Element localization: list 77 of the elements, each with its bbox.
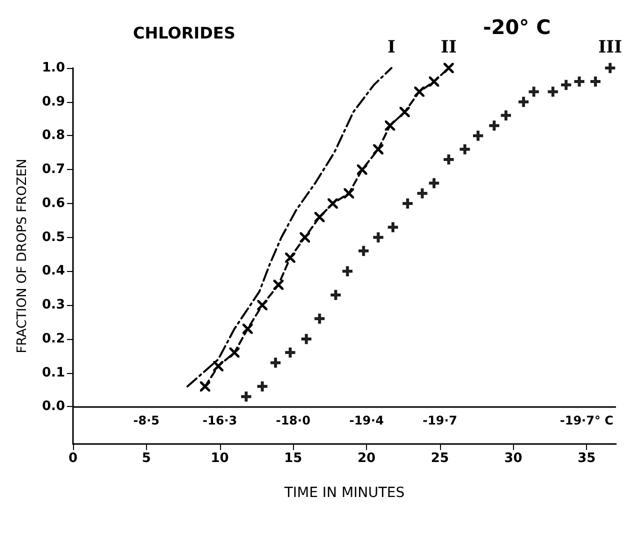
point (528, 86, 539, 97)
point (285, 252, 296, 263)
x-axis-title: TIME IN MINUTES (283, 485, 405, 501)
annotation: -18·0 (276, 414, 310, 428)
annotation: I (387, 38, 396, 58)
x-tick-label: 5 (142, 451, 151, 466)
point (500, 110, 512, 121)
point (257, 381, 268, 392)
x-tick-label: 15 (284, 451, 302, 466)
point (373, 144, 384, 154)
point (605, 62, 616, 74)
point (257, 300, 268, 310)
annotation: -19·7 (422, 414, 458, 428)
point (270, 358, 281, 368)
y-tick-label: 0.3 (42, 298, 65, 313)
point (428, 178, 440, 188)
annotation: III (598, 38, 622, 58)
annotation: -8·5 (133, 414, 160, 428)
annotation: -16·3 (202, 414, 238, 428)
point (229, 347, 240, 358)
x-tick-label: 30 (504, 451, 522, 466)
point (590, 76, 601, 87)
y-tick-label: 0.5 (42, 230, 65, 245)
y-tick-label: 0.2 (42, 331, 65, 346)
point (330, 290, 341, 300)
point (518, 96, 529, 107)
point (242, 324, 253, 334)
point (472, 130, 484, 141)
annotation: II (440, 38, 457, 58)
text: -20° C (483, 15, 551, 39)
x-tick-label: 25 (430, 451, 449, 466)
point (400, 106, 410, 118)
point (460, 144, 470, 154)
x-tick-label: 0 (68, 451, 78, 466)
annotation: -19·7° C (560, 414, 614, 428)
point (414, 86, 424, 97)
point (574, 76, 584, 87)
point (357, 164, 368, 175)
y-tick-label: 1.0 (42, 60, 65, 76)
point (428, 76, 440, 87)
point (328, 198, 338, 209)
point (388, 222, 398, 232)
x-tick-label: 10 (210, 451, 229, 466)
y-tick-label: 0.0 (42, 399, 65, 414)
point (444, 154, 454, 165)
point (213, 360, 224, 372)
point (373, 232, 384, 242)
point (314, 212, 325, 222)
y-tick-label: 0.9 (42, 94, 65, 110)
y-axis-title: FRACTION OF DROPS FROZEN (15, 158, 30, 354)
chart-title: CHLORIDES (133, 24, 236, 42)
point (241, 391, 252, 402)
point (402, 198, 413, 209)
point (358, 246, 369, 256)
point (548, 86, 558, 97)
y-tick-label: 0.6 (42, 196, 65, 211)
y-tick-label: 0.7 (42, 162, 65, 178)
point (342, 266, 353, 276)
point (300, 232, 310, 242)
line-series (186, 67, 392, 388)
y-tick-label: 0.1 (42, 365, 65, 380)
point (444, 62, 454, 74)
annotation: -19·4 (349, 414, 384, 428)
point (489, 120, 500, 131)
point (273, 280, 284, 290)
point (200, 381, 210, 392)
point (561, 80, 572, 90)
x-tick-label: 20 (357, 451, 376, 466)
y-tick-label: 0.8 (42, 128, 65, 144)
point (417, 188, 428, 198)
point (285, 347, 296, 358)
y-tick-label: 0.4 (42, 264, 65, 279)
point (314, 314, 325, 324)
point (344, 188, 354, 198)
x-tick-label: 35 (578, 451, 596, 466)
point (301, 334, 312, 344)
point (384, 120, 396, 131)
